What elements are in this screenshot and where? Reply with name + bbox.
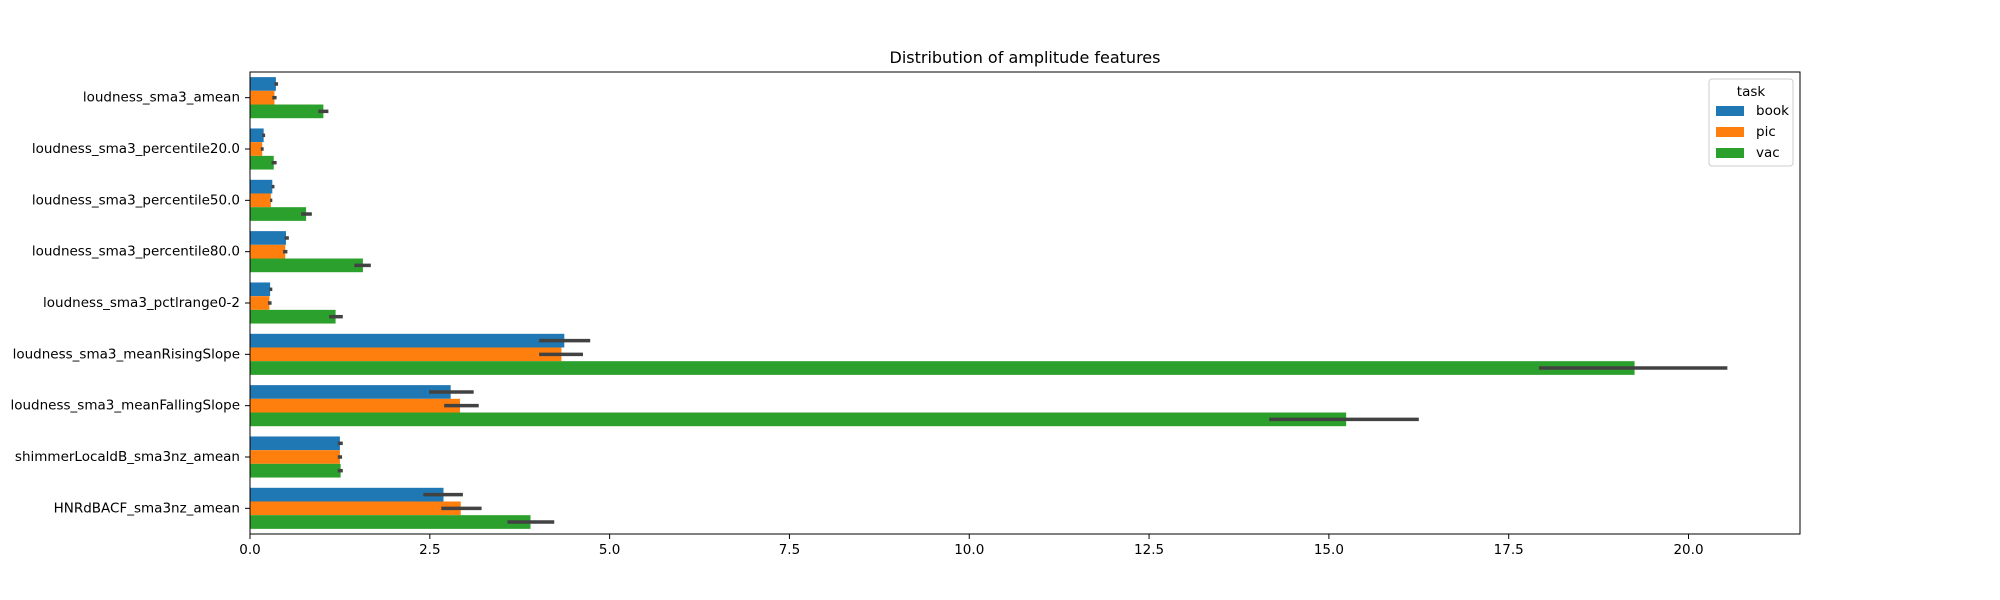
bar-pic [250, 90, 275, 105]
bar-vac [250, 361, 1635, 375]
bar-book [250, 385, 451, 399]
legend-swatch-vac [1716, 148, 1744, 158]
legend-swatch-book [1716, 106, 1744, 116]
legend-label-pic: pic [1756, 124, 1776, 140]
bar-pic [250, 244, 286, 259]
bar-pic [250, 296, 270, 310]
bar-vac [250, 155, 274, 170]
x-tick-label: 20.0 [1673, 542, 1703, 558]
bar-pic [250, 193, 271, 208]
bars-layer [250, 77, 1635, 529]
x-axis: 0.0 2.5 5.0 7.5 10.0 12.5 15.0 17.5 20.0 [239, 534, 1704, 558]
legend-label-vac: vac [1756, 145, 1780, 161]
x-tick-label: 7.5 [779, 542, 800, 558]
y-tick-label: loudness_sma3_meanRisingSlope [13, 346, 240, 362]
y-tick-label: loudness_sma3_percentile80.0 [32, 244, 240, 260]
x-tick-label: 10.0 [954, 542, 984, 558]
plot-frame [249, 71, 1801, 535]
x-tick-label: 2.5 [419, 542, 440, 558]
legend: task book pic vac [1708, 78, 1794, 167]
y-tick-label: HNRdBACF_sma3nz_amean [54, 500, 240, 516]
y-tick-label: shimmerLocaldB_sma3nz_amean [15, 449, 240, 465]
bar-book [250, 282, 271, 297]
y-tick-label: loudness_sma3_percentile20.0 [32, 141, 240, 157]
legend-items: book pic vac [1716, 103, 1789, 161]
legend-swatch-pic [1716, 127, 1744, 137]
bar-pic [250, 347, 562, 362]
x-tick-label: 17.5 [1494, 542, 1524, 558]
x-tick-label: 5.0 [599, 542, 620, 558]
bar-pic [250, 501, 461, 516]
bar-vac [250, 207, 307, 221]
legend-title: task [1737, 84, 1766, 100]
bar-vac [250, 309, 336, 324]
y-tick-label: loudness_sma3_percentile50.0 [32, 192, 240, 208]
bar-book [250, 487, 444, 502]
bar-vac [250, 104, 324, 119]
chart-title: Distribution of amplitude features [890, 48, 1161, 67]
bar-book [250, 333, 565, 348]
y-tick-label: loudness_sma3_meanFallingSlope [10, 398, 240, 414]
y-tick-label: loudness_sma3_amean [83, 90, 240, 106]
bar-vac [250, 463, 341, 478]
bar-pic [250, 450, 340, 464]
x-tick-label: 0.0 [239, 542, 260, 558]
bar-vac [250, 258, 363, 273]
bar-book [250, 231, 286, 245]
bar-pic [250, 398, 461, 413]
bar-vac [250, 412, 1347, 427]
bar-book [250, 179, 273, 194]
bar-book [250, 128, 264, 143]
error-bars-layer [260, 82, 1728, 524]
bar-book [250, 436, 340, 451]
legend-frame [1708, 78, 1794, 167]
bar-book [250, 77, 276, 91]
y-tick-label: loudness_sma3_pctlrange0-2 [43, 295, 240, 311]
x-tick-label: 15.0 [1314, 542, 1344, 558]
legend-label-book: book [1756, 103, 1789, 119]
bar-vac [250, 515, 531, 529]
y-axis: loudness_sma3_amean loudness_sma3_percent… [10, 90, 250, 516]
x-tick-label: 12.5 [1134, 542, 1164, 558]
bar-pic [250, 142, 263, 156]
